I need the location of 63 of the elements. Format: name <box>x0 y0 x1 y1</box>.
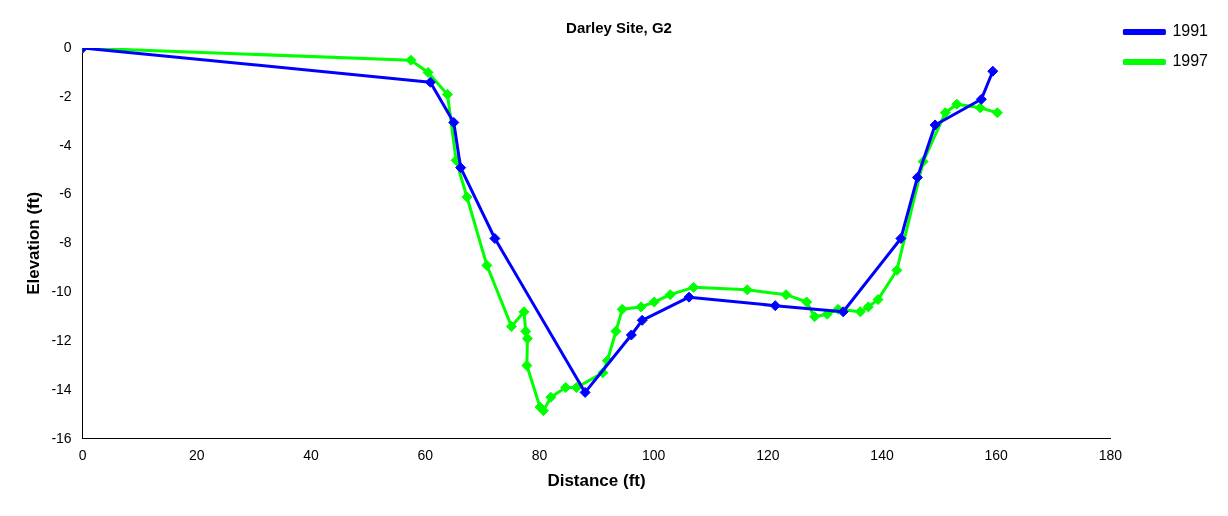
legend-label: 1997 <box>1172 52 1209 70</box>
chart-title: Darley Site, G2 <box>566 19 672 37</box>
point <box>780 289 792 301</box>
x-tick-label: 0 <box>78 447 87 464</box>
point <box>635 301 647 313</box>
y-tick-label: -4 <box>59 136 72 153</box>
point <box>648 296 660 308</box>
point <box>505 320 517 332</box>
point <box>481 259 493 271</box>
y-tick-label: -14 <box>51 380 72 397</box>
x-tick-label: 180 <box>1098 447 1123 464</box>
y-tick-label: -16 <box>51 429 72 446</box>
point <box>975 93 987 105</box>
y-tick-label: -8 <box>59 234 72 251</box>
point <box>441 88 453 100</box>
x-tick-label: 100 <box>641 447 666 464</box>
point <box>616 303 628 315</box>
point <box>664 289 676 301</box>
point <box>636 314 648 326</box>
point <box>929 119 941 131</box>
y-tick-label: 0 <box>63 38 72 55</box>
x-tick-label: 140 <box>870 447 894 464</box>
point <box>809 311 821 323</box>
y-tick-label: -6 <box>59 185 72 202</box>
point <box>872 294 884 306</box>
x-tick-label: 60 <box>417 447 434 464</box>
x-tick-label: 160 <box>984 447 1009 464</box>
y-tick-label: -2 <box>59 87 72 104</box>
x-tick-label: 40 <box>303 447 320 464</box>
point <box>521 360 533 372</box>
point <box>854 306 866 318</box>
legend-label: 1991 <box>1172 22 1209 40</box>
point <box>461 191 473 203</box>
y-axis-title: Elevation (ft) <box>23 191 43 295</box>
point <box>895 233 907 245</box>
point <box>625 329 637 341</box>
point <box>801 296 813 308</box>
point <box>545 391 557 403</box>
point <box>974 102 986 114</box>
point <box>455 162 467 174</box>
point <box>991 107 1003 119</box>
point <box>489 233 501 245</box>
point <box>579 386 591 398</box>
y-tick-label: -10 <box>51 283 72 300</box>
point <box>683 291 695 303</box>
y-tick-label: -12 <box>51 331 72 348</box>
x-axis-title: Distance (ft) <box>547 471 646 491</box>
point <box>951 98 963 110</box>
point <box>837 306 849 318</box>
point <box>891 264 903 276</box>
x-tick-label: 20 <box>189 447 205 464</box>
point <box>911 171 923 183</box>
x-tick-label: 120 <box>756 447 780 464</box>
point <box>448 117 460 128</box>
point <box>939 107 951 119</box>
point <box>862 301 874 313</box>
point <box>405 54 417 66</box>
point <box>769 300 781 312</box>
point <box>520 325 532 337</box>
point <box>987 65 999 77</box>
x-tick-label: 80 <box>531 447 548 464</box>
point <box>610 325 622 337</box>
point <box>422 66 434 78</box>
